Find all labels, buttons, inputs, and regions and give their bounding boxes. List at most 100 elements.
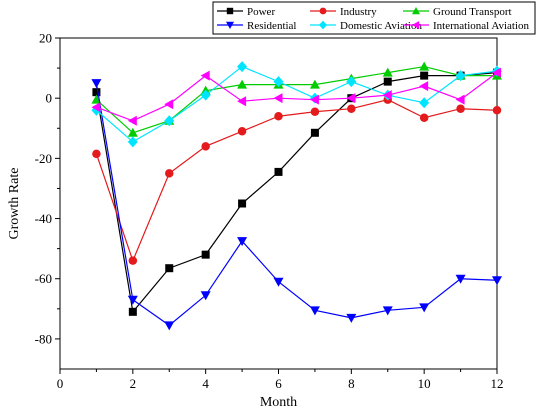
data-point [455,94,465,105]
data-point [238,199,247,208]
data-point [319,20,327,30]
legend-label: Industry [340,6,377,18]
x-axis: 0 2 4 6 8 10 12 [57,369,504,391]
data-point [237,237,248,247]
data-point [383,77,392,86]
data-point [456,104,465,113]
y-axis-label: Growth Rate [7,168,22,240]
series-industry [92,95,502,265]
legend: Power Industry Ground Transport Residential… [212,1,536,35]
data-point [347,104,356,113]
legend-label: Power [247,6,275,18]
series-international-aviation [91,67,501,126]
data-point [492,276,502,286]
data-point [382,67,393,77]
legend-item: International Aviation [403,20,530,32]
data-point [420,71,429,80]
data-point [91,102,101,113]
data-point [455,274,466,284]
data-point [382,90,392,101]
data-point [309,94,319,105]
legend-box [212,1,536,35]
data-point [237,96,247,107]
data-point [91,79,102,89]
legend-label: Ground Transport [433,6,512,18]
series-line [96,65,498,143]
legend-label: Residential [247,20,297,32]
legend-label: International Aviation [433,20,530,32]
data-point [319,7,327,15]
y-axis: -80 -60 -40 -20 0 20 [35,31,60,346]
data-point [128,256,138,265]
data-point [273,93,283,104]
data-point [200,291,211,301]
x-tick-label: 0 [57,376,64,391]
series-line [96,65,497,134]
data-point [165,169,174,178]
series-power [92,68,501,316]
data-point [92,149,101,159]
series-layer [91,61,502,331]
data-point [164,115,175,127]
data-point [419,97,430,109]
data-point [419,81,429,92]
y-tick-label: -60 [35,271,52,286]
data-point [127,115,137,126]
data-point [419,61,430,71]
data-point [164,321,175,331]
data-point [226,21,234,29]
series-line [95,72,498,314]
x-axis-label: Month [260,395,297,410]
x-tick-label: 10 [418,376,431,391]
y-tick-label: -40 [35,211,52,226]
data-point [419,113,429,122]
data-point [237,127,247,136]
legend-item: Industry [310,6,377,18]
legend-item: Domestic Aviation [310,20,422,32]
data-point [226,7,234,15]
data-point [310,107,320,116]
data-point [273,277,284,287]
data-point [419,303,430,313]
data-point [309,306,320,316]
data-point [201,142,210,151]
y-tick-label: 0 [46,91,53,106]
legend-label: Domestic Aviation [340,20,422,32]
data-point [412,7,420,15]
data-point [346,313,357,323]
x-tick-label: 4 [202,376,209,391]
data-point [492,67,501,78]
data-point [412,21,420,29]
data-point [273,76,284,88]
data-point [128,307,137,316]
series-line [96,72,498,122]
data-point [346,93,356,104]
series-residential [91,79,502,331]
y-tick-label: -80 [35,331,52,346]
data-point [274,167,283,176]
series-line [95,99,498,263]
data-point [127,136,138,148]
data-point [309,79,320,89]
data-point [127,295,138,305]
data-point [164,99,174,110]
y-tick-label: -20 [35,151,52,166]
data-point [382,306,393,316]
x-tick-label: 6 [275,376,282,391]
series-line [95,83,498,327]
x-tick-label: 2 [130,376,137,391]
data-point [92,88,101,97]
data-point [455,70,466,82]
data-point [310,128,319,137]
data-point [274,111,283,121]
legend-item: Power [217,6,275,18]
y-tick-label: 20 [39,31,52,46]
series-domestic-aviation [91,61,502,148]
data-point [237,61,248,73]
data-point [201,250,210,259]
data-point [237,79,248,89]
x-tick-label: 12 [491,376,504,391]
data-point [492,105,502,115]
data-point [200,89,211,101]
